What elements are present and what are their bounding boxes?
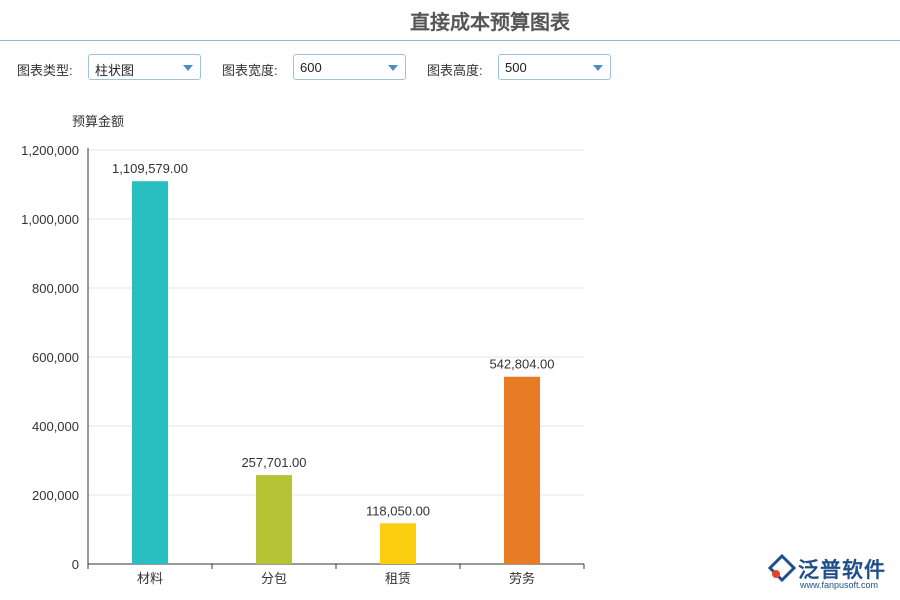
logo-icon — [768, 554, 796, 582]
y-tick-label: 200,000 — [32, 488, 79, 503]
y-tick-label: 0 — [72, 557, 79, 572]
title-bar: 直接成本预算图表 — [0, 0, 900, 41]
x-tick-label: 租赁 — [385, 571, 411, 586]
chart-height-label: 图表高度: — [427, 63, 483, 78]
logo-name: 泛普软件 — [798, 559, 886, 582]
bar — [132, 181, 168, 564]
bar — [504, 376, 540, 564]
y-axis-title: 预算金额 — [72, 114, 124, 129]
page-title: 直接成本预算图表 — [410, 12, 570, 34]
chevron-down-icon — [388, 65, 398, 71]
bar — [380, 523, 416, 564]
chart-type-label: 图表类型: — [17, 63, 73, 78]
logo-url: www.fanpusoft.com — [800, 580, 879, 590]
x-tick-label: 劳务 — [509, 571, 535, 586]
y-tick-label: 1,000,000 — [21, 212, 79, 227]
bar — [256, 475, 292, 564]
chart-width-select[interactable]: 600 — [293, 54, 406, 80]
chart-height-select[interactable]: 500 — [498, 54, 611, 80]
chevron-down-icon — [183, 65, 193, 71]
x-tick-label: 材料 — [137, 571, 163, 586]
x-tick-label: 分包 — [261, 571, 287, 586]
chevron-down-icon — [593, 65, 603, 71]
fanpu-logo: 泛普软件 www.fanpusoft.com — [768, 552, 893, 594]
data-label: 1,109,579.00 — [112, 161, 188, 176]
y-tick-label: 1,200,000 — [21, 143, 79, 158]
chart-height-value: 500 — [505, 60, 527, 75]
data-label: 257,701.00 — [241, 455, 306, 470]
chart-controls: 图表类型: 柱状图 图表宽度: 600 图表高度: 500 — [0, 54, 900, 82]
data-label: 118,050.00 — [366, 503, 430, 518]
y-tick-label: 800,000 — [32, 281, 79, 296]
y-tick-label: 400,000 — [32, 419, 79, 434]
chart-type-select[interactable]: 柱状图 — [88, 54, 201, 80]
y-tick-label: 600,000 — [32, 350, 79, 365]
data-label: 542,804.00 — [489, 357, 554, 372]
chart-width-value: 600 — [300, 60, 322, 75]
chart-type-value: 柱状图 — [95, 63, 135, 78]
chart-width-label: 图表宽度: — [222, 63, 278, 78]
